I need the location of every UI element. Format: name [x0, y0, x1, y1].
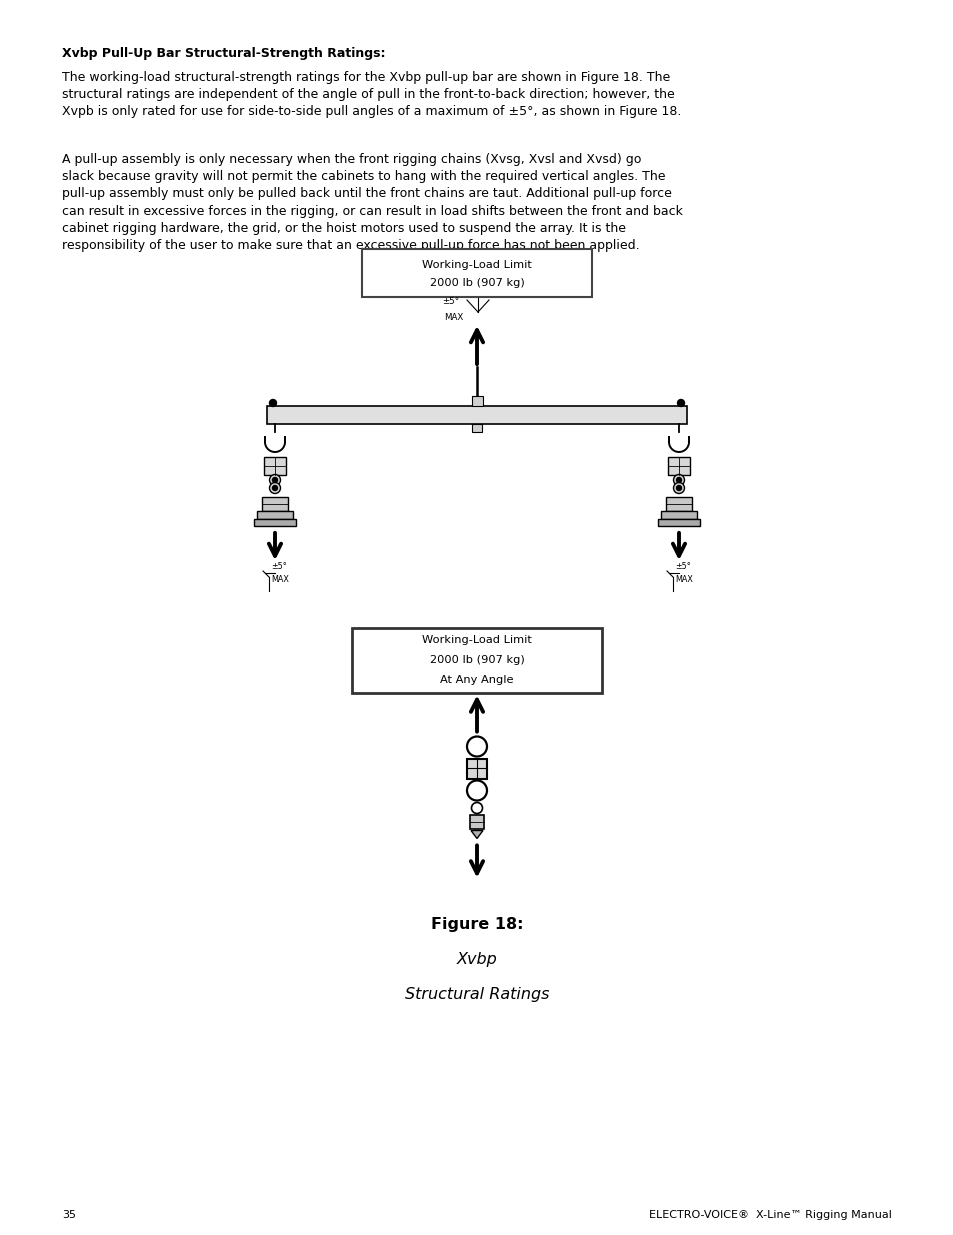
- Text: Structural Ratings: Structural Ratings: [404, 987, 549, 1002]
- Circle shape: [676, 485, 680, 490]
- Text: Figure 18:: Figure 18:: [431, 918, 522, 932]
- Polygon shape: [471, 830, 482, 839]
- Text: 2000 lb (907 kg): 2000 lb (907 kg): [429, 655, 524, 664]
- Circle shape: [273, 485, 277, 490]
- Bar: [253, 519, 295, 526]
- Circle shape: [467, 781, 486, 800]
- Text: 2000 lb (907 kg): 2000 lb (907 kg): [429, 278, 524, 288]
- Bar: [471, 396, 482, 406]
- Bar: [352, 627, 601, 693]
- Bar: [665, 496, 691, 511]
- Text: MAX: MAX: [271, 576, 289, 584]
- Text: A pull-up assembly is only necessary when the front rigging chains (Xvsg, Xvsl a: A pull-up assembly is only necessary whe…: [62, 153, 682, 252]
- Bar: [658, 519, 700, 526]
- Circle shape: [673, 483, 684, 494]
- Bar: [467, 758, 486, 778]
- Bar: [267, 406, 686, 424]
- Circle shape: [677, 399, 684, 406]
- Bar: [264, 457, 286, 475]
- Circle shape: [273, 478, 277, 483]
- Circle shape: [269, 474, 280, 485]
- Text: ±5°: ±5°: [441, 298, 458, 306]
- Circle shape: [467, 736, 486, 757]
- Circle shape: [673, 474, 684, 485]
- Text: Working-Load Limit: Working-Load Limit: [421, 261, 532, 270]
- Text: MAX: MAX: [675, 576, 692, 584]
- Bar: [262, 496, 288, 511]
- Bar: [660, 511, 697, 519]
- Bar: [667, 457, 689, 475]
- Text: Xvbp: Xvbp: [456, 952, 497, 967]
- Text: 35: 35: [62, 1210, 76, 1220]
- Text: Working-Load Limit: Working-Load Limit: [421, 635, 532, 645]
- Bar: [470, 815, 483, 830]
- Bar: [361, 249, 592, 296]
- Text: MAX: MAX: [443, 314, 462, 322]
- Text: At Any Angle: At Any Angle: [439, 676, 514, 685]
- Circle shape: [269, 399, 276, 406]
- Text: The working-load structural-strength ratings for the Xvbp pull-up bar are shown : The working-load structural-strength rat…: [62, 70, 680, 119]
- Text: ±5°: ±5°: [675, 562, 690, 572]
- Circle shape: [676, 478, 680, 483]
- Bar: [256, 511, 293, 519]
- Bar: [472, 424, 481, 432]
- Circle shape: [269, 483, 280, 494]
- Text: ±5°: ±5°: [271, 562, 287, 572]
- Text: ELECTRO-VOICE®  X-Line™ Rigging Manual: ELECTRO-VOICE® X-Line™ Rigging Manual: [648, 1210, 891, 1220]
- Text: Xvbp Pull-Up Bar Structural-Strength Ratings:: Xvbp Pull-Up Bar Structural-Strength Rat…: [62, 47, 385, 61]
- Circle shape: [471, 803, 482, 814]
